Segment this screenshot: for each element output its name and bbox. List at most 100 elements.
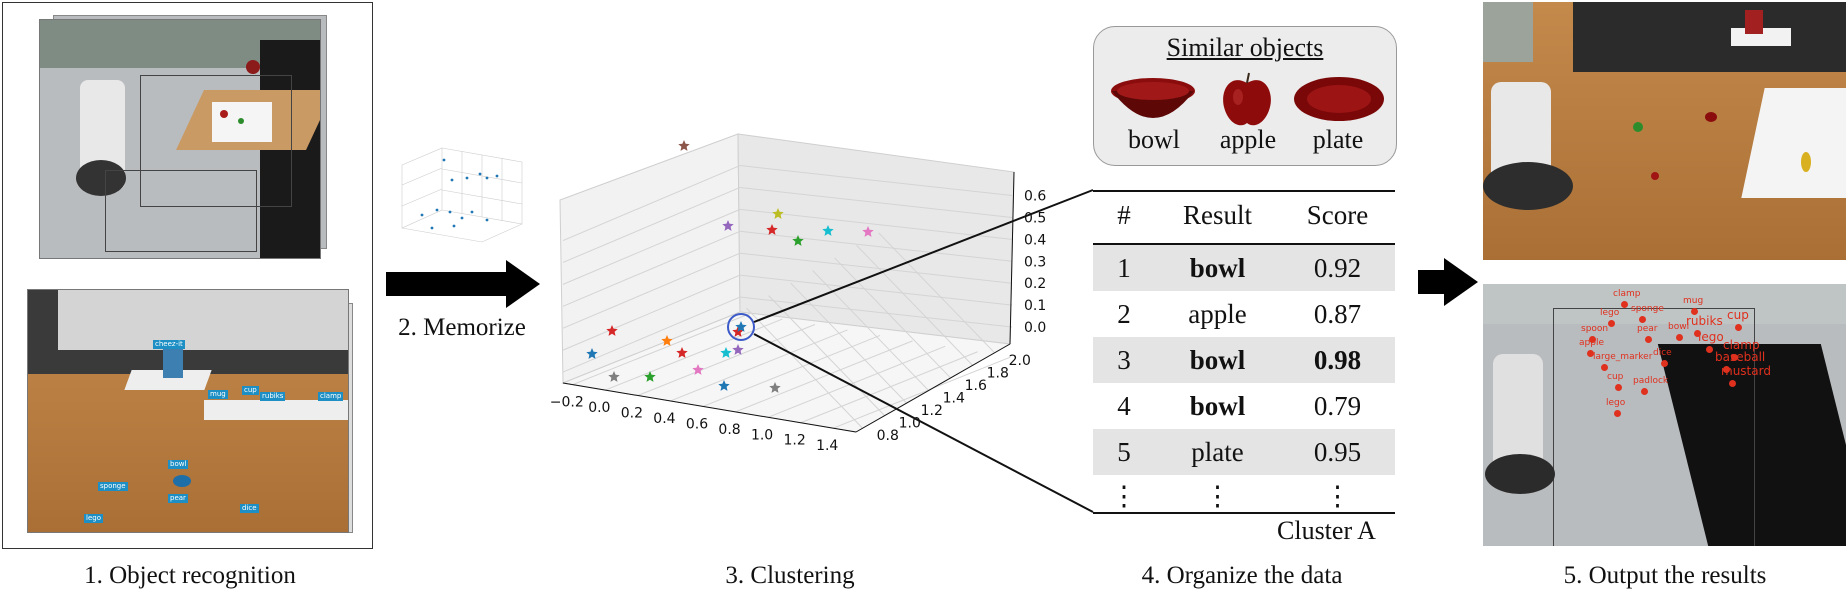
table-header: # Result Score bbox=[1093, 192, 1395, 238]
arrow-2-body bbox=[1418, 270, 1446, 294]
tag-rubiks: rubiks bbox=[260, 392, 286, 401]
table-ellipsis-row: ⋮ ⋮ ⋮ bbox=[1110, 481, 1352, 511]
cluster-star-marker bbox=[692, 364, 704, 375]
output-object-marker bbox=[1676, 334, 1683, 341]
y-tick-label: 1.2 bbox=[921, 403, 943, 419]
highlight-circle bbox=[727, 313, 755, 341]
y-tick-label: 1.8 bbox=[987, 365, 1009, 381]
output-object-label: sponge bbox=[1631, 304, 1664, 314]
cluster-star-marker bbox=[608, 371, 620, 382]
output-object-marker bbox=[1661, 360, 1668, 367]
table-row: 4 bowl 0.79 bbox=[1117, 391, 1362, 421]
header-score: Score bbox=[1306, 200, 1369, 230]
cluster-star-marker bbox=[718, 380, 730, 391]
clustering-3d-plot: −0.2 0.0 0.2 0.4 0.6 0.8 1.0 1.2 1.4 0.81.01.21.… bbox=[550, 133, 1046, 454]
output-object-label: cup bbox=[1607, 372, 1624, 382]
cluster-star-marker bbox=[586, 348, 598, 359]
arrow-2-head bbox=[1444, 258, 1478, 306]
output-view-bottom: clamp lego sponge mug spoon pear bowl rubiks cup… bbox=[1483, 284, 1846, 546]
x-tick-label: 0.4 bbox=[653, 411, 675, 427]
highlighted-star-marker bbox=[735, 321, 747, 332]
cluster-star-marker bbox=[606, 325, 618, 336]
y-tick-label: 2.0 bbox=[1009, 353, 1031, 369]
memorize-mini-plot-icon bbox=[401, 147, 523, 243]
x-tick-label: 0.2 bbox=[621, 406, 643, 422]
cluster-star-marker bbox=[862, 226, 874, 237]
output-object-label: lego bbox=[1698, 330, 1724, 344]
similar-apple-label: apple bbox=[1219, 125, 1277, 154]
x-tick-label: 1.4 bbox=[816, 438, 838, 454]
tag-clamp: clamp bbox=[318, 392, 344, 401]
cluster-star-marker bbox=[769, 382, 781, 393]
tag-pear: pear bbox=[168, 494, 188, 503]
output-object-label: bowl bbox=[1668, 322, 1690, 332]
output-object-marker bbox=[1641, 388, 1648, 395]
output-object-label: rubiks bbox=[1686, 314, 1723, 328]
apple-icon bbox=[1223, 72, 1271, 126]
output-object-label: padlock bbox=[1633, 376, 1669, 386]
arrow-1-head bbox=[506, 260, 540, 308]
output-object-label: clamp bbox=[1723, 338, 1760, 352]
output-object-marker bbox=[1614, 410, 1621, 417]
similar-bowl-label: bowl bbox=[1128, 125, 1180, 154]
tag-mug: mug bbox=[208, 390, 228, 399]
output-object-label: spoon bbox=[1581, 324, 1609, 334]
x-tick-label: 0.0 bbox=[588, 400, 610, 416]
z-tick-label: 0.4 bbox=[1024, 232, 1046, 248]
output-object-label: cup bbox=[1727, 308, 1749, 322]
output-object-marker bbox=[1645, 336, 1652, 343]
x-tick-label: 0.6 bbox=[686, 416, 708, 432]
step-4-label: 4. Organize the data bbox=[1141, 562, 1343, 589]
table-row: 2 apple 0.87 bbox=[1117, 299, 1362, 329]
arrow-1-body bbox=[386, 272, 508, 296]
output-object-label: lego bbox=[1600, 308, 1620, 318]
rec-view-bottom: cheez-it mug cup rubiks clamp bowl spong… bbox=[27, 289, 349, 533]
output-view-top bbox=[1483, 2, 1846, 260]
cluster-star-marker bbox=[766, 224, 778, 235]
plate-icon bbox=[1294, 77, 1384, 121]
z-tick-label: 0.0 bbox=[1024, 320, 1046, 336]
z-tick-label: 0.3 bbox=[1024, 254, 1046, 270]
output-object-marker bbox=[1639, 316, 1646, 323]
cluster-star-marker bbox=[644, 371, 656, 382]
cluster-star-marker bbox=[720, 347, 732, 358]
table-header-rule bbox=[1093, 243, 1395, 245]
output-object-label: mustard bbox=[1721, 364, 1771, 378]
output-object-marker bbox=[1608, 320, 1615, 327]
tag-cheezit: cheez-it bbox=[153, 340, 185, 349]
output-object-marker bbox=[1723, 366, 1730, 373]
cluster-star-marker bbox=[792, 235, 804, 246]
bowl-icon bbox=[1111, 78, 1195, 118]
x-tick-label: 1.2 bbox=[784, 433, 806, 449]
table-row: 3 bowl 0.98 bbox=[1093, 337, 1395, 383]
tag-dice: dice bbox=[240, 504, 259, 513]
cluster-star-marker bbox=[676, 347, 688, 358]
cluster-star-marker bbox=[722, 220, 734, 231]
output-object-marker bbox=[1731, 354, 1738, 361]
cluster-star-marker bbox=[772, 208, 784, 219]
similar-plate-label: plate bbox=[1312, 125, 1364, 154]
header-number: # bbox=[1117, 200, 1131, 230]
step-2-label: 2. Memorize bbox=[398, 314, 526, 341]
y-tick-label: 1.6 bbox=[965, 378, 987, 394]
cluster-star-marker bbox=[822, 225, 834, 236]
output-object-label: pear bbox=[1637, 324, 1658, 334]
cluster-star-marker bbox=[678, 140, 690, 151]
output-object-label: large_marker bbox=[1593, 352, 1653, 362]
tag-sponge: sponge bbox=[98, 482, 128, 491]
output-object-marker bbox=[1615, 384, 1622, 391]
output-object-label: dice bbox=[1653, 348, 1672, 358]
similar-objects-box: Similar objects bowl apple plate bbox=[1093, 26, 1397, 166]
table-row: 1 bowl 0.92 bbox=[1093, 245, 1395, 291]
x-tick-label: 0.8 bbox=[718, 422, 740, 438]
output-object-label: clamp bbox=[1613, 289, 1641, 299]
cluster-label: Cluster A bbox=[1277, 516, 1376, 545]
table-row: 5 plate 0.95 bbox=[1093, 429, 1395, 475]
table-top-rule bbox=[1093, 190, 1395, 192]
output-object-marker bbox=[1729, 380, 1736, 387]
y-tick-label: 0.8 bbox=[877, 428, 899, 444]
cluster-star-marker bbox=[661, 335, 673, 346]
tag-cup: cup bbox=[242, 386, 259, 395]
tag-bowl: bowl bbox=[168, 460, 189, 469]
